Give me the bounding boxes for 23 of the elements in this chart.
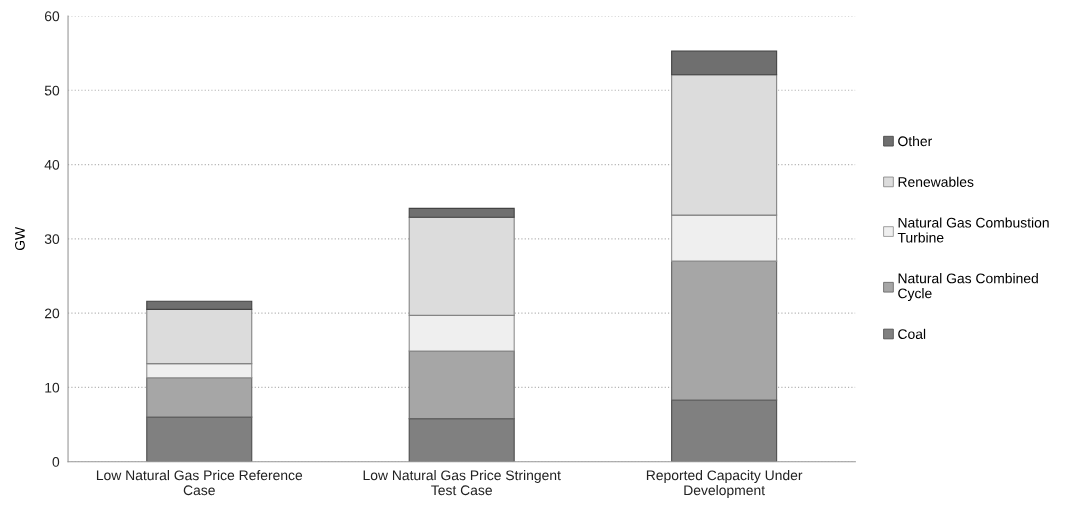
- x-tick-label: Reported Capacity Under Development: [646, 470, 803, 498]
- x-tick-label: Low Natural Gas Price Reference Case: [96, 470, 303, 496]
- bar: [146, 300, 253, 310]
- legend-label: Natural Gas Combined Cycle: [898, 273, 1038, 302]
- y-tick-label: 40: [44, 159, 60, 170]
- legend-label: Natural Gas Combustion Turbine: [897, 217, 1049, 243]
- legend-label: Other: [898, 135, 932, 147]
- bar: [671, 399, 778, 462]
- bar: [146, 416, 253, 462]
- x-tick-label: Low Natural Gas Price Stringent Test Case: [363, 470, 561, 496]
- bar: [408, 418, 515, 462]
- y-tick-label: 10: [45, 382, 60, 393]
- legend-label: Coal: [898, 328, 926, 339]
- bar: [408, 350, 515, 420]
- y-tick-label: 20: [44, 308, 60, 319]
- legend-label: Renewables: [898, 176, 974, 187]
- y-tick-label: 50: [44, 85, 60, 96]
- y-tick-label: 30: [44, 234, 60, 245]
- y-axis-title: GW: [15, 226, 25, 251]
- bar: [408, 207, 515, 218]
- y-tick-label: 60: [44, 11, 60, 22]
- y-tick-label: 0: [52, 457, 60, 467]
- bar: [671, 50, 778, 76]
